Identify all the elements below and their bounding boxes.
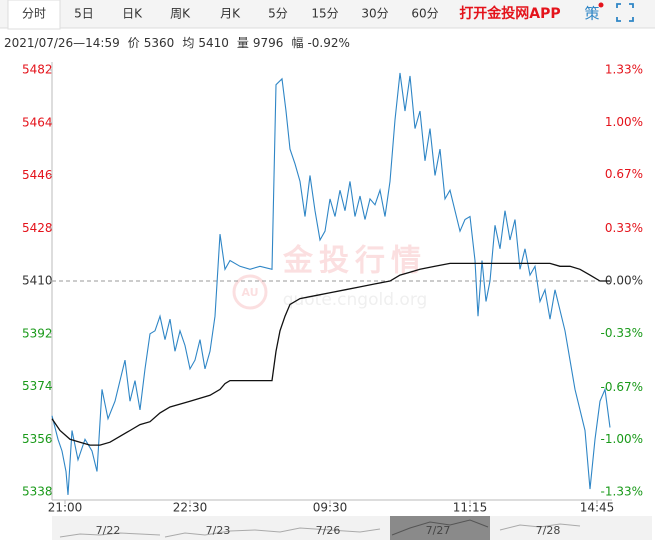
info-price-label: 价	[128, 36, 140, 50]
tab-bar	[0, 0, 655, 28]
tab[interactable]: 日K	[122, 7, 143, 21]
series-line	[51, 72, 611, 495]
watermark-title: 金投行情	[282, 244, 427, 279]
x-tick-label: 11:15	[453, 501, 488, 515]
navigator-label[interactable]: 7/23	[206, 524, 231, 537]
y-tick-label: 5356	[22, 432, 53, 446]
navigator-line	[391, 519, 489, 536]
tab[interactable]: 分时	[22, 7, 46, 21]
app-link[interactable]: 打开金投网APP	[459, 5, 560, 22]
y-tick-label: 5374	[22, 379, 53, 393]
navigator-label[interactable]: 7/26	[316, 524, 341, 537]
tab[interactable]: 月K	[220, 7, 241, 21]
tab[interactable]: 60分	[411, 7, 438, 21]
y2-tick-label: 0.33%	[605, 221, 643, 235]
watermark-logo-ring	[232, 274, 268, 310]
navigator-bg	[52, 516, 652, 540]
y-tick-label: 5428	[22, 221, 53, 235]
y2-tick-label: 1.00%	[605, 115, 643, 129]
navigator-line	[499, 523, 581, 531]
navigator-label[interactable]: 7/28	[536, 524, 561, 537]
navigator-label[interactable]: 7/22	[96, 524, 121, 537]
active-tab-bg	[7, 0, 61, 30]
fullscreen-button[interactable]	[616, 3, 634, 22]
info-avg: 5410	[198, 36, 229, 50]
x-tick-label: 22:30	[173, 501, 208, 515]
x-tick-label: 14:45	[580, 501, 615, 515]
info-change-label: 幅	[291, 35, 303, 50]
info-line: 2021/07/26—14:59 价 5360 均 5410 量 9796 幅 -0.92%	[4, 35, 350, 50]
y2-tick-label: 0.67%	[605, 167, 643, 181]
watermark: AU 金投行情 quote.cngold.org	[232, 244, 428, 310]
info-datetime: 2021/07/26—14:59	[4, 36, 120, 50]
x-tick-label: 21:00	[48, 501, 83, 515]
tab[interactable]: 5日	[74, 7, 94, 21]
y2-tick-label: 0.00%	[605, 274, 643, 288]
y2-tick-label: -1.33%	[601, 485, 643, 499]
series-line	[51, 262, 610, 446]
tab[interactable]: 30分	[361, 7, 388, 21]
watermark-logo: AU	[241, 286, 258, 299]
y-tick-label: 5410	[22, 274, 53, 288]
info-avg-label: 均	[182, 36, 194, 50]
y-tick-label: 5446	[22, 168, 53, 182]
y2-tick-label: 1.33%	[605, 63, 643, 77]
badge-dot	[598, 2, 604, 8]
navigator-label[interactable]: 7/27	[426, 524, 451, 537]
y2-tick-label: -0.67%	[601, 380, 643, 394]
x-tick-label: 09:30	[313, 501, 348, 515]
tab[interactable]: 15分	[311, 7, 338, 21]
info-change: -0.92%	[307, 36, 349, 50]
info-volume: 9796	[253, 36, 284, 50]
y2-tick-label: -1.00%	[601, 432, 643, 446]
y-tick-label: 5464	[22, 115, 53, 129]
y-tick-label: 5482	[22, 63, 53, 77]
navigator-window[interactable]	[390, 516, 490, 540]
watermark-url: quote.cngold.org	[283, 290, 428, 310]
info-price: 5360	[144, 36, 175, 50]
strategy-button[interactable]: 策	[584, 5, 599, 23]
navigator-line	[59, 532, 161, 538]
info-volume-label: 量	[237, 36, 249, 50]
y-tick-label: 5338	[22, 485, 53, 499]
tab[interactable]: 5分	[268, 7, 288, 21]
tab[interactable]: 周K	[170, 7, 191, 21]
y2-tick-label: -0.33%	[601, 326, 643, 340]
y-tick-label: 5392	[22, 326, 53, 340]
navigator-line	[164, 527, 381, 538]
